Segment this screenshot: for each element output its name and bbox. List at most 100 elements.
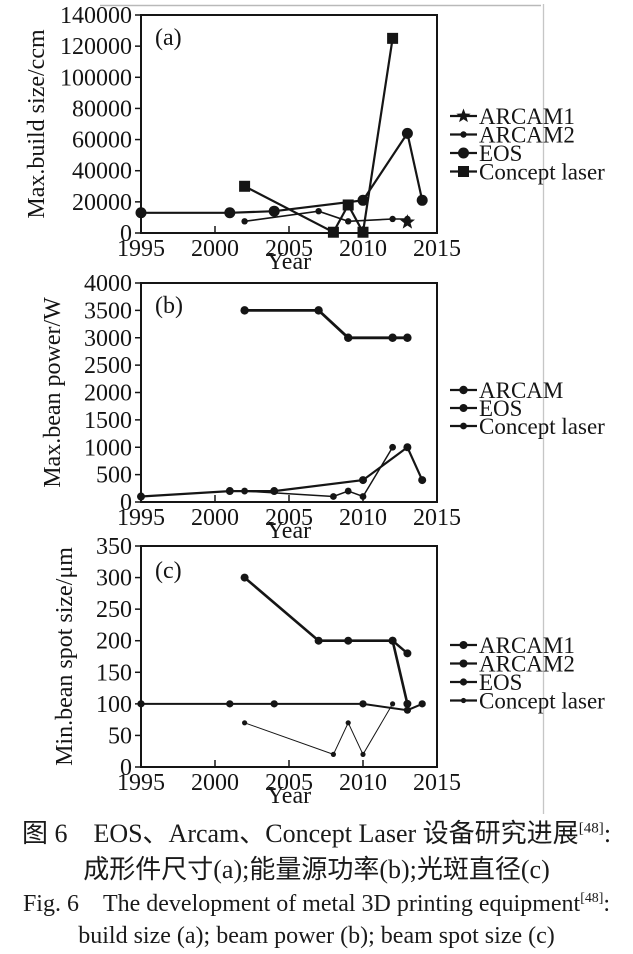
charts-figure: 0200004000060000800001000001200001400001… [24,3,605,814]
series-marker-arcam [314,306,323,315]
caption-en-line2: build size (a); beam power (b); beam spo… [78,923,555,949]
legend-marker-concept-laser [460,422,467,430]
legend-label-arcam1: ARCAM1 [479,104,575,129]
x-tick-label: 2010 [339,236,387,262]
legend-label-eos: EOS [479,396,522,421]
legend-label-concept-laser: Concept laser [479,414,605,439]
x-axis-title: Year [267,783,311,809]
legend-marker-concept-laser [458,166,469,177]
y-tick-label: 60000 [72,128,132,154]
y-tick-label: 80000 [72,96,132,122]
y-tick-label: 300 [96,566,132,592]
caption-en-title: Fig. 6 The development of metal 3D print… [22,891,581,917]
legend-marker-arcam1 [456,108,471,123]
series-marker-eos [403,706,411,714]
legend-label-arcam1: ARCAM1 [479,633,575,658]
y-tick-label: 150 [96,660,132,686]
series-marker-eos [357,194,369,206]
x-tick-label: 2005 [265,236,313,262]
legend-marker-eos [459,404,468,412]
series-marker-concept-laser [330,751,336,757]
x-tick-label: 2000 [191,770,239,796]
legend-marker-eos [459,678,468,686]
caption-zh-title: 图 6 EOS、Arcam、Concept Laser 设备研究进展 [21,819,579,848]
series-marker-concept-laser [342,199,354,211]
legend-marker-arcam2 [460,131,467,138]
y-tick-label: 50 [108,723,132,749]
y-tick-label: 2500 [84,353,132,379]
caption-en-colon: : [603,891,611,917]
legend-marker-eos [458,147,469,159]
series-marker-eos [359,700,367,708]
series-marker-concept-laser [390,701,396,707]
caption-reference-superscript: [48] [580,891,604,906]
series-marker-concept-laser [239,180,251,192]
y-tick-label: 100 [96,692,132,718]
y-tick-label: 20000 [72,190,132,216]
series-marker-eos [418,700,426,708]
series-marker-arcam [240,306,249,315]
x-tick-label: 2015 [413,236,461,262]
plot-box [140,282,438,503]
y-axis-title: Max.build size/ccm [24,29,50,219]
series-marker-eos [401,127,413,139]
series-line-concept-laser [244,446,394,498]
legend-label-eos: EOS [479,670,522,695]
legend-label-arcam2: ARCAM2 [479,652,575,677]
series-line-arcam2 [243,576,409,705]
y-tick-label: 0 [120,755,132,781]
y-tick-label: 120000 [60,34,132,60]
x-tick-label: 2015 [413,505,461,531]
series-marker-eos [403,443,412,452]
y-tick-label: 250 [96,597,132,623]
y-tick-label: 140000 [60,3,132,29]
panel-label: (a) [155,25,182,51]
series-marker-arcam2 [404,215,411,223]
series-marker-eos [270,487,279,496]
x-axis-title: Year [267,249,311,275]
caption-zh-line1: 图 6 EOS、Arcam、Concept Laser 设备研究进展[48]: [0,816,633,852]
chart-panel-a: 0 20000 40000 60000 80000 100000 120000 140000 1… [24,3,605,275]
caption-reference-superscript: [48] [578,820,604,837]
series-marker-eos [268,205,280,217]
y-tick-label: 3500 [84,298,132,324]
x-tick-label: 2000 [191,236,239,262]
y-tick-label: 100000 [60,65,132,91]
x-tick-label: 2010 [339,770,387,796]
series-marker-concept-laser [389,443,396,451]
legend-marker-arcam [459,385,468,395]
series-marker-arcam2 [344,636,353,645]
series-marker-arcam2 [240,573,249,582]
series-marker-concept-laser [345,720,351,726]
panel-label: (b) [155,293,183,319]
series-line-concept-laser [244,38,394,236]
series-marker-concept-laser [359,493,367,500]
series-marker-arcam [403,333,412,342]
series-marker-eos [224,207,236,219]
x-tick-label: 2015 [413,770,461,796]
caption-zh-colon: : [603,819,612,848]
series-marker-eos [226,700,234,708]
series-marker-concept-laser [387,32,399,44]
caption-zh-line2: 成形件尺寸(a);能量源功率(b);光斑直径(c) [83,855,550,884]
series-line-eos [140,445,424,498]
y-tick-label: 0 [120,221,132,247]
x-tick-label: 1995 [117,236,165,262]
series-line-concept-laser [244,703,394,756]
legend-label-concept-laser: Concept laser [479,160,605,185]
series-marker-arcam2 [314,636,323,645]
y-tick-label: 2000 [84,381,132,407]
series-marker-eos [137,492,145,501]
caption-en-line1: Fig. 6 The development of metal 3D print… [0,888,633,920]
series-marker-concept-laser [330,493,337,500]
series-marker-concept-laser [241,487,249,495]
y-tick-label: 500 [96,463,132,489]
plot-box [140,14,438,234]
series-marker-concept-laser [344,487,352,495]
y-tick-label: 1000 [84,435,132,461]
y-tick-label: 350 [96,534,132,560]
series-marker-arcam [388,333,397,342]
series-marker-eos [418,476,427,485]
x-tick-label: 1995 [117,770,165,796]
